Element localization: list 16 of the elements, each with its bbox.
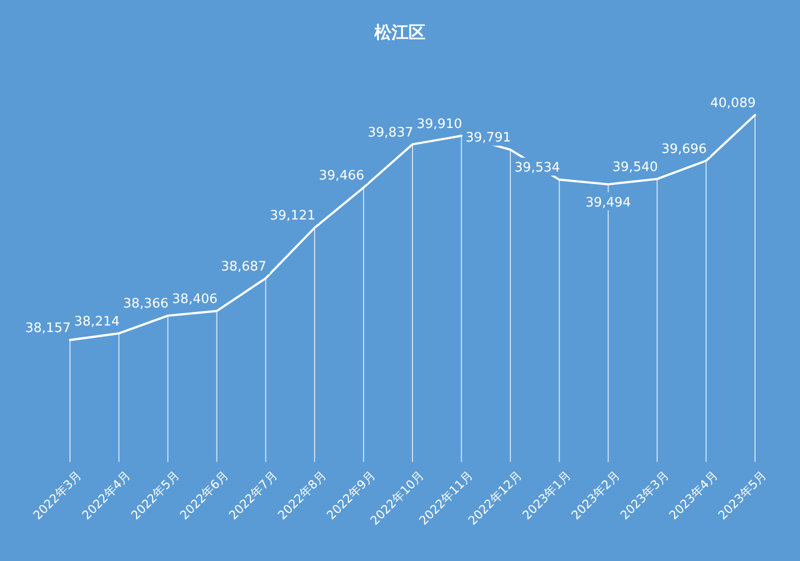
data-label: 39,837	[368, 125, 414, 140]
data-label: 39,121	[270, 208, 316, 224]
data-label: 39,494	[585, 195, 631, 210]
data-label: 38,406	[172, 292, 218, 307]
data-label: 39,696	[661, 142, 707, 157]
data-label: 38,157	[25, 321, 71, 336]
data-label: 39,791	[466, 130, 512, 146]
data-label: 38,214	[74, 314, 120, 330]
chart-title: 松江区	[374, 23, 426, 43]
data-label: 40,089	[710, 96, 756, 111]
data-label: 39,466	[318, 168, 364, 184]
data-label: 38,687	[220, 259, 266, 274]
data-label: 39,910	[416, 116, 462, 132]
data-label: 39,540	[612, 160, 658, 175]
data-label: 38,366	[123, 296, 169, 312]
data-label: 39,534	[514, 160, 560, 176]
